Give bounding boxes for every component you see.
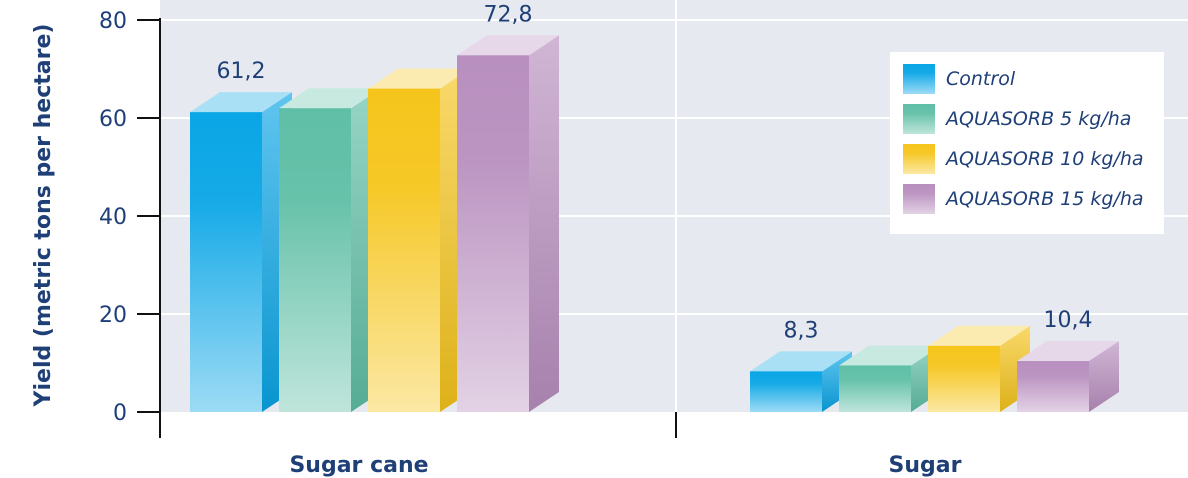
legend-item: AQUASORB 10 kg/ha <box>903 144 1144 174</box>
bar <box>457 35 559 412</box>
bar-top <box>457 35 559 56</box>
legend: Control AQUASORB 5 kg/ha AQUASORB 10 kg/ha… <box>890 52 1164 234</box>
y-tick-label: 60 <box>99 107 127 132</box>
data-labels: 61,2 72,8 8,3 10,4 <box>217 2 1093 343</box>
data-label: 10,4 <box>1044 308 1093 333</box>
bar <box>190 92 292 413</box>
bar <box>368 68 470 412</box>
legend-label: Control <box>946 68 1016 90</box>
legend-swatch <box>903 144 935 174</box>
bar-top <box>928 325 1030 346</box>
bar-side <box>529 35 559 412</box>
legend-item: AQUASORB 5 kg/ha <box>903 104 1131 134</box>
bar-front <box>750 371 822 412</box>
bar-front <box>457 55 529 412</box>
x-category-label: Sugar cane <box>289 453 428 478</box>
legend-label: AQUASORB 10 kg/ha <box>944 148 1144 170</box>
legend-swatch <box>903 64 935 94</box>
legend-box <box>890 52 1164 234</box>
bar <box>839 345 941 412</box>
bar-top <box>279 88 381 109</box>
y-axis-label: Yield (metric tons per hectare) <box>31 24 56 408</box>
bar-top <box>368 68 470 89</box>
data-label: 72,8 <box>484 2 533 27</box>
bar-side <box>1089 341 1119 412</box>
bar-top <box>750 351 852 372</box>
legend-swatch <box>903 184 935 214</box>
y-tick-label: 40 <box>99 205 127 230</box>
bars <box>190 35 1119 413</box>
bar-front <box>928 345 1000 412</box>
bar <box>1017 341 1119 412</box>
bar-front <box>839 365 911 412</box>
legend-swatch <box>903 104 935 134</box>
bar-front <box>190 112 262 413</box>
axes: 0 20 40 60 80 Sugar cane Sugar <box>99 9 962 478</box>
bar <box>928 325 1030 412</box>
bar-front <box>368 88 440 412</box>
bar-top <box>1017 341 1119 362</box>
legend-label: AQUASORB 5 kg/ha <box>944 108 1131 130</box>
data-label: 61,2 <box>217 59 266 84</box>
data-label: 8,3 <box>784 318 819 343</box>
legend-label: AQUASORB 15 kg/ha <box>944 188 1144 210</box>
bar <box>279 88 381 412</box>
bar-front <box>279 108 351 412</box>
y-tick-label: 80 <box>99 9 127 34</box>
legend-item: Control <box>903 64 1016 94</box>
legend-item: AQUASORB 15 kg/ha <box>903 184 1144 214</box>
bar-top <box>190 92 292 113</box>
bar-front <box>1017 361 1089 412</box>
bar-top <box>839 345 941 366</box>
bar <box>750 351 852 412</box>
x-category-label: Sugar <box>889 453 962 478</box>
y-tick-label: 0 <box>113 401 127 426</box>
y-tick-label: 20 <box>99 303 127 328</box>
